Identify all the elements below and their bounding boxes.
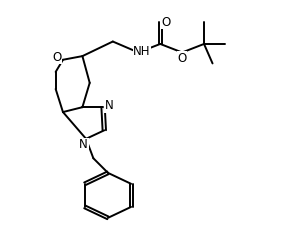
Text: N: N: [79, 138, 88, 151]
Text: O: O: [162, 15, 171, 29]
Text: O: O: [178, 52, 187, 65]
Text: O: O: [52, 51, 62, 64]
Text: N: N: [105, 99, 114, 112]
Text: NH: NH: [133, 45, 151, 58]
